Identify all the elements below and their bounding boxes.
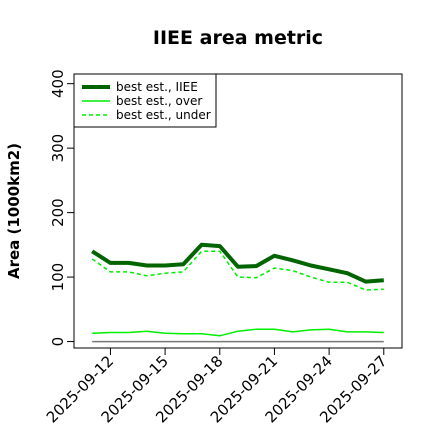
legend-label-over: best est., over bbox=[116, 94, 202, 108]
series-layer bbox=[91, 242, 384, 343]
y-tick-label-0: 0 bbox=[49, 337, 67, 347]
series-line-0 bbox=[91, 242, 384, 284]
legend: best est., IIEE best est., over best est… bbox=[73, 73, 217, 128]
chart-title: IIEE area metric bbox=[153, 27, 323, 49]
legend-label-under: best est., under bbox=[116, 108, 211, 122]
y-tick-label-3: 300 bbox=[49, 134, 67, 163]
legend-label-iiee: best est., IIEE bbox=[116, 80, 198, 94]
y-tick-label-4: 400 bbox=[49, 69, 67, 98]
plot-area bbox=[73, 73, 403, 349]
series-line-2 bbox=[91, 250, 384, 291]
series-line-1 bbox=[92, 328, 384, 337]
y-tick-label-2: 200 bbox=[49, 198, 67, 227]
y-tick-label-1: 100 bbox=[49, 263, 67, 292]
y-axis-label: Area (1000km2) bbox=[5, 143, 23, 279]
